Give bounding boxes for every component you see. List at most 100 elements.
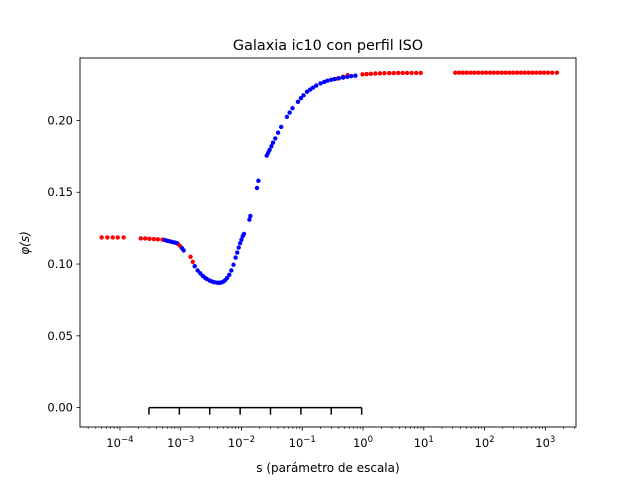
data-point bbox=[254, 185, 260, 191]
data-point bbox=[534, 70, 539, 75]
data-point bbox=[353, 73, 358, 78]
data-point bbox=[142, 236, 148, 241]
data-point bbox=[224, 275, 230, 281]
data-point bbox=[239, 237, 244, 242]
data-point bbox=[318, 81, 323, 86]
data-point bbox=[174, 240, 179, 246]
data-point bbox=[495, 70, 500, 75]
data-point bbox=[487, 70, 493, 75]
data-point bbox=[151, 236, 156, 242]
data-point bbox=[278, 124, 284, 130]
data-point bbox=[418, 70, 423, 76]
data-point bbox=[275, 130, 281, 135]
data-point bbox=[332, 76, 337, 82]
data-point bbox=[329, 77, 334, 83]
data-point bbox=[522, 70, 528, 75]
data-point bbox=[400, 70, 405, 76]
plot-area: 0.00 0.05 0.10 0.15 0.20 10−4 10−3 10−2 10−1 100 1… bbox=[47, 70, 575, 450]
x-tick-label: 103 bbox=[535, 435, 555, 450]
data-point bbox=[514, 70, 520, 75]
data-point bbox=[538, 70, 543, 75]
y-tick-label: 0.20 bbox=[47, 113, 73, 127]
data-point bbox=[147, 236, 152, 241]
data-point bbox=[456, 70, 462, 75]
data-point bbox=[304, 89, 310, 94]
x-tick-label: 10−3 bbox=[167, 435, 194, 450]
data-point bbox=[190, 259, 195, 265]
data-point bbox=[453, 70, 458, 75]
y-tick-label: 0.15 bbox=[47, 185, 73, 199]
data-point bbox=[269, 144, 274, 149]
data-point bbox=[121, 235, 126, 240]
data-point bbox=[541, 70, 547, 75]
x-axis-label: s (parámetro de escala) bbox=[256, 461, 399, 475]
data-point bbox=[195, 268, 200, 273]
data-point bbox=[267, 147, 272, 153]
data-point bbox=[409, 70, 414, 76]
data-point bbox=[287, 110, 292, 115]
data-point bbox=[295, 99, 301, 104]
data-point bbox=[476, 70, 481, 75]
data-point bbox=[248, 213, 253, 219]
data-point bbox=[181, 248, 186, 253]
x-tick-label: 100 bbox=[353, 435, 373, 450]
data-point bbox=[530, 70, 535, 75]
data-point bbox=[382, 71, 387, 76]
y-tick-label: 0.00 bbox=[47, 401, 73, 415]
data-point bbox=[236, 245, 241, 250]
data-point bbox=[227, 272, 232, 278]
data-point bbox=[364, 71, 369, 77]
data-point bbox=[310, 85, 316, 90]
data-point bbox=[233, 255, 238, 260]
data-point bbox=[273, 136, 278, 141]
data-point bbox=[472, 70, 477, 75]
data-point bbox=[368, 71, 374, 76]
data-point bbox=[336, 76, 342, 81]
data-point bbox=[349, 74, 354, 79]
data-point bbox=[345, 74, 350, 80]
data-point bbox=[460, 70, 466, 75]
data-point bbox=[314, 83, 319, 88]
x-tick-label: 101 bbox=[414, 435, 434, 450]
data-point bbox=[188, 254, 193, 260]
y-axis-label: φ(s) bbox=[18, 231, 32, 255]
data-point bbox=[360, 72, 365, 77]
data-point bbox=[468, 70, 473, 75]
data-point bbox=[404, 70, 410, 76]
data-point bbox=[270, 140, 276, 145]
data-point bbox=[301, 93, 306, 98]
chart-title: Galaxia ic10 con perfil ISO bbox=[233, 38, 423, 54]
data-point bbox=[110, 235, 115, 240]
data-point bbox=[550, 70, 555, 75]
data-point bbox=[237, 241, 243, 246]
x-tick-label: 10−1 bbox=[289, 435, 316, 450]
data-point bbox=[325, 78, 330, 83]
x-tick-label: 10−2 bbox=[228, 435, 255, 450]
data-point bbox=[387, 70, 392, 76]
data-point bbox=[241, 231, 247, 237]
data-point bbox=[545, 70, 551, 75]
data-point bbox=[247, 217, 252, 222]
data-point bbox=[138, 236, 143, 241]
data-point bbox=[396, 70, 401, 76]
data-point bbox=[518, 70, 524, 75]
data-point bbox=[373, 71, 378, 76]
data-point bbox=[155, 237, 161, 242]
data-point bbox=[298, 96, 304, 101]
data-point bbox=[235, 250, 240, 255]
data-point bbox=[377, 71, 383, 76]
data-point bbox=[229, 268, 234, 273]
data-point bbox=[499, 70, 504, 75]
data-point bbox=[391, 70, 396, 76]
data-point bbox=[507, 70, 512, 75]
data-point bbox=[480, 70, 485, 75]
data-point bbox=[554, 70, 560, 75]
data-point bbox=[464, 70, 469, 75]
x-tick-label: 102 bbox=[475, 435, 495, 450]
data-point bbox=[284, 114, 290, 120]
data-point bbox=[413, 70, 419, 76]
data-point bbox=[115, 235, 120, 240]
y-tick-label: 0.05 bbox=[47, 329, 73, 343]
data-point bbox=[340, 75, 346, 80]
